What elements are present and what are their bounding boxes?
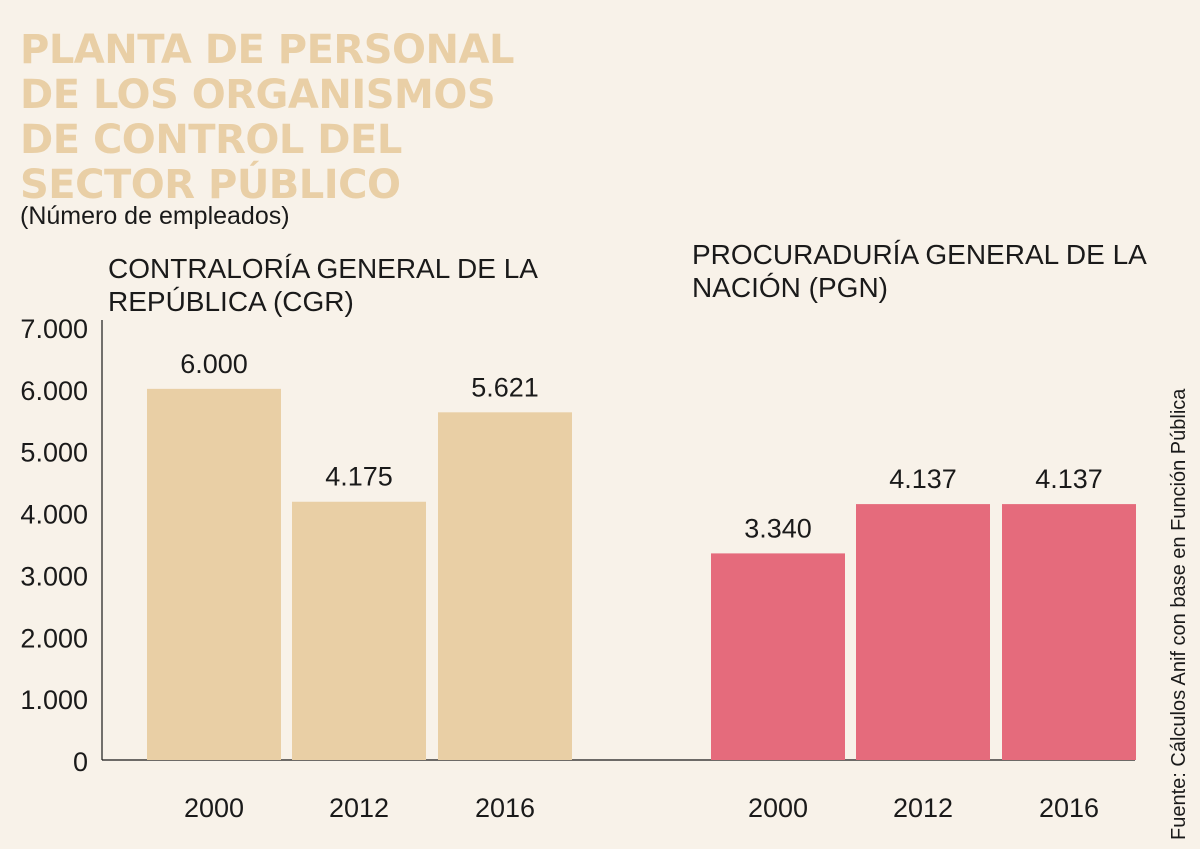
y-tick-label: 5.000 bbox=[20, 438, 88, 468]
y-tick-label: 2.000 bbox=[20, 623, 88, 653]
x-tick-label: 2012 bbox=[893, 793, 953, 823]
group-title-line: REPÚBLICA (CGR) bbox=[108, 286, 354, 317]
group-title-cgr: CONTRALORÍA GENERAL DE LA REPÚBLICA (CGR… bbox=[108, 252, 538, 318]
data-label: 4.137 bbox=[1035, 464, 1103, 494]
data-label: 6.000 bbox=[180, 349, 248, 379]
bar bbox=[292, 501, 426, 760]
data-label: 4.175 bbox=[325, 462, 393, 492]
y-tick-label: 0 bbox=[73, 747, 88, 777]
bar bbox=[711, 553, 845, 760]
group-title-pgn: PROCURADURÍA GENERAL DE LA NACIÓN (PGN) bbox=[692, 238, 1147, 304]
chart-subtitle: (Número de empleados) bbox=[20, 202, 290, 230]
x-tick-label: 2016 bbox=[1039, 793, 1099, 823]
x-tick-label: 2000 bbox=[748, 793, 808, 823]
title-line: SECTOR PÚBLICO bbox=[20, 162, 401, 208]
title-line: DE CONTROL DEL bbox=[20, 117, 402, 163]
x-tick-label: 2000 bbox=[184, 793, 244, 823]
y-tick-label: 6.000 bbox=[20, 376, 88, 406]
y-tick-label: 1.000 bbox=[20, 685, 88, 715]
x-tick-label: 2012 bbox=[329, 793, 389, 823]
group-title-line: NACIÓN (PGN) bbox=[692, 272, 888, 303]
x-tick-label: 2016 bbox=[475, 793, 535, 823]
bar bbox=[147, 388, 281, 760]
y-tick-label: 3.000 bbox=[20, 561, 88, 591]
data-label: 5.621 bbox=[471, 372, 539, 402]
bar bbox=[438, 412, 572, 760]
data-label: 3.340 bbox=[744, 513, 812, 543]
data-label: 4.137 bbox=[889, 464, 957, 494]
title-line: PLANTA DE PERSONAL bbox=[20, 27, 514, 73]
group-title-line: CONTRALORÍA GENERAL DE LA bbox=[108, 253, 538, 284]
bar bbox=[1002, 504, 1136, 760]
y-tick-label: 4.000 bbox=[20, 500, 88, 530]
y-tick-label: 7.000 bbox=[20, 314, 88, 344]
bar bbox=[856, 504, 990, 760]
title-line: DE LOS ORGANISMOS bbox=[20, 72, 496, 118]
chart-title: PLANTA DE PERSONAL DE LOS ORGANISMOS DE … bbox=[20, 28, 514, 208]
group-title-line: PROCURADURÍA GENERAL DE LA bbox=[692, 239, 1147, 270]
